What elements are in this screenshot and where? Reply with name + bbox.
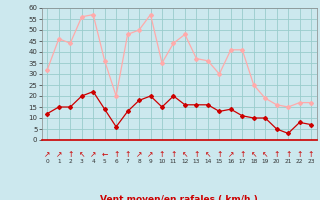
Text: ↑: ↑ <box>308 150 314 159</box>
Text: ↑: ↑ <box>193 150 200 159</box>
Text: ↑: ↑ <box>274 150 280 159</box>
Text: ↗: ↗ <box>136 150 142 159</box>
Text: ↖: ↖ <box>182 150 188 159</box>
Text: ↑: ↑ <box>67 150 74 159</box>
Text: ↑: ↑ <box>113 150 119 159</box>
Text: ↑: ↑ <box>124 150 131 159</box>
Text: ↑: ↑ <box>239 150 245 159</box>
Text: ←: ← <box>101 150 108 159</box>
Text: ↗: ↗ <box>56 150 62 159</box>
Text: ↗: ↗ <box>147 150 154 159</box>
Text: Vent moyen/en rafales ( km/h ): Vent moyen/en rafales ( km/h ) <box>100 195 258 200</box>
Text: ↗: ↗ <box>228 150 234 159</box>
Text: ↖: ↖ <box>251 150 257 159</box>
Text: ↖: ↖ <box>78 150 85 159</box>
Text: ↑: ↑ <box>296 150 303 159</box>
Text: ↗: ↗ <box>44 150 51 159</box>
Text: ↑: ↑ <box>159 150 165 159</box>
Text: ↑: ↑ <box>285 150 291 159</box>
Text: ↗: ↗ <box>90 150 96 159</box>
Text: ↑: ↑ <box>216 150 222 159</box>
Text: ↖: ↖ <box>205 150 211 159</box>
Text: ↑: ↑ <box>170 150 177 159</box>
Text: ↖: ↖ <box>262 150 268 159</box>
